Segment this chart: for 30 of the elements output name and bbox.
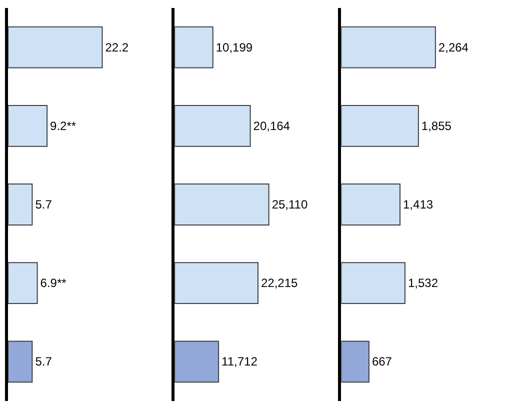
bar [8,184,33,226]
bar [341,26,436,68]
data-label: 667 [372,354,392,369]
bar [341,104,419,147]
data-label: 9.2** [50,118,76,133]
data-label: 5.7 [35,354,52,369]
bar [174,340,220,383]
data-label: 1,532 [408,276,438,290]
bar [341,340,370,383]
data-label: 22.2 [105,40,129,54]
data-label: 10,199 [216,40,253,54]
data-label: 1,413 [403,198,434,212]
data-label: 2,264 [438,40,469,54]
bar [174,26,214,68]
bar [341,262,406,304]
data-label: 25,110 [272,198,308,212]
bar [341,184,401,226]
data-label: 6.9** [40,276,67,290]
data-label: 22,215 [260,276,298,290]
bar [8,104,48,147]
bar [174,262,258,304]
bar [174,184,270,226]
bar [8,26,103,68]
data-label: 5.7 [35,198,52,212]
data-label: 20,164 [253,118,290,133]
bar [8,262,38,304]
bar [174,104,251,147]
bar [8,340,33,383]
data-label: 11,712 [222,354,258,369]
data-label: 1,855 [421,118,452,133]
